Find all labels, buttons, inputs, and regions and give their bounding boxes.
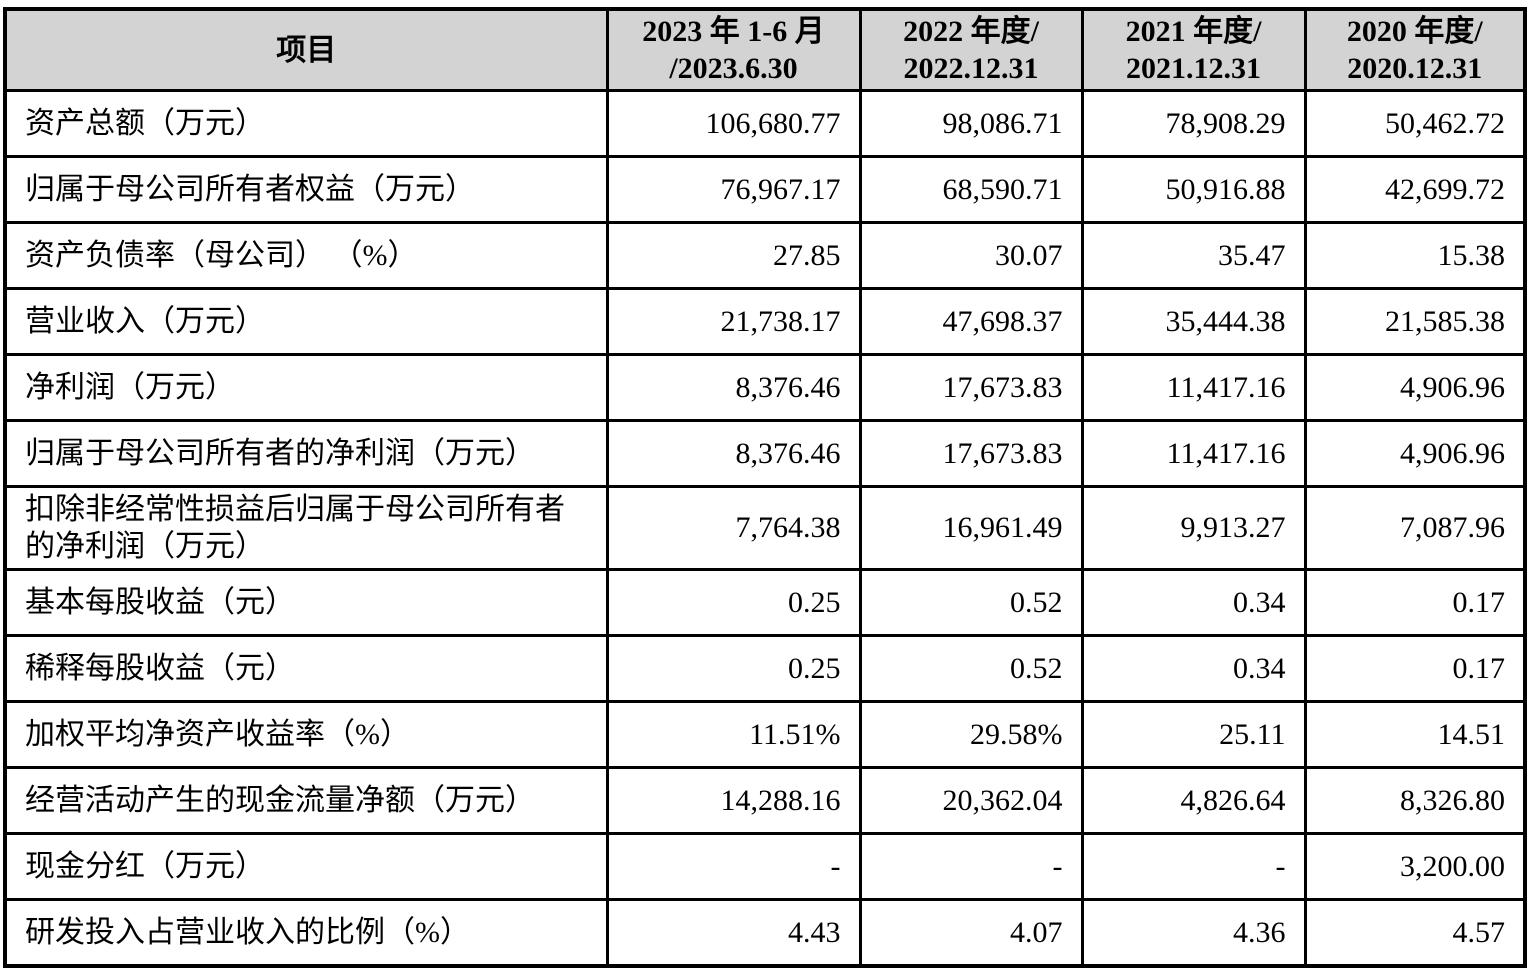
value-cell: 4,906.96 — [1303, 419, 1527, 488]
value-cell: 0.34 — [1080, 634, 1307, 703]
value-cell: 106,680.77 — [605, 89, 862, 158]
value-cell: 7,087.96 — [1303, 485, 1527, 571]
row-label-cell: 经营活动产生的现金流量净额（万元） — [3, 766, 609, 835]
value-cell: - — [858, 832, 1084, 901]
row-label-cell: 稀释每股收益（元） — [3, 634, 609, 703]
header-period-line2: /2023.6.30 — [669, 52, 798, 85]
table-row-debt-ratio: 资产负债率（母公司） （%） 27.85 30.07 35.47 15.38 — [3, 221, 1527, 290]
financial-summary-table-wrap: 项目 2023 年 1-6 月 /2023.6.30 2022 年度/ 2022… — [3, 7, 1527, 968]
value-cell: 4,826.64 — [1080, 766, 1307, 835]
value-cell: 3,200.00 — [1303, 832, 1527, 901]
value-cell: 50,462.72 — [1303, 89, 1527, 158]
value-cell: 21,738.17 — [605, 287, 862, 356]
value-cell: 35.47 — [1080, 221, 1307, 290]
table-row-basic-eps: 基本每股收益（元） 0.25 0.52 0.34 0.17 — [3, 568, 1527, 637]
table-row-net-profit: 净利润（万元） 8,376.46 17,673.83 11,417.16 4,9… — [3, 353, 1527, 422]
value-cell: 42,699.72 — [1303, 155, 1527, 224]
value-cell: - — [605, 832, 862, 901]
value-cell: 0.25 — [605, 568, 862, 637]
row-label-cell: 资产负债率（母公司） （%） — [3, 221, 609, 290]
table-row-diluted-eps: 稀释每股收益（元） 0.25 0.52 0.34 0.17 — [3, 634, 1527, 703]
value-cell: 0.17 — [1303, 568, 1527, 637]
value-cell: 7,764.38 — [605, 485, 862, 571]
value-cell: 16,961.49 — [858, 485, 1084, 571]
value-cell: 30.07 — [858, 221, 1084, 290]
header-period-line2: 2021.12.31 — [1126, 52, 1261, 85]
value-cell: 11,417.16 — [1080, 353, 1307, 422]
header-period-line2: 2022.12.31 — [903, 52, 1039, 85]
row-label-cell: 现金分红（万元） — [3, 832, 609, 901]
row-label-cell: 扣除非经常性损益后归属于母公司所有者的净利润（万元） — [3, 485, 609, 571]
header-period-line1: 2023 年 1-6 月 — [642, 15, 825, 48]
value-cell: 0.25 — [605, 634, 862, 703]
value-cell: 4.43 — [605, 898, 862, 968]
row-label-cell: 归属于母公司所有者权益（万元） — [3, 155, 609, 224]
row-label-cell: 资产总额（万元） — [3, 89, 609, 158]
value-cell: 0.34 — [1080, 568, 1307, 637]
value-cell: 25.11 — [1080, 700, 1307, 769]
table-row-revenue: 营业收入（万元） 21,738.17 47,698.37 35,444.38 2… — [3, 287, 1527, 356]
value-cell: 68,590.71 — [858, 155, 1084, 224]
value-cell: 76,967.17 — [605, 155, 862, 224]
value-cell: 8,326.80 — [1303, 766, 1527, 835]
value-cell: 9,913.27 — [1080, 485, 1307, 571]
value-cell: 21,585.38 — [1303, 287, 1527, 356]
value-cell: 17,673.83 — [858, 419, 1084, 488]
row-label-cell: 加权平均净资产收益率（%） — [3, 700, 609, 769]
header-period-line1: 2022 年度/ — [903, 15, 1039, 48]
value-cell: 0.52 — [858, 568, 1084, 637]
header-item-label: 项目 — [3, 7, 609, 92]
value-cell: 4,906.96 — [1303, 353, 1527, 422]
value-cell: 0.52 — [858, 634, 1084, 703]
value-cell: 4.57 — [1303, 898, 1527, 968]
value-cell: 98,086.71 — [858, 89, 1084, 158]
value-cell: 14.51 — [1303, 700, 1527, 769]
header-period-2023: 2023 年 1-6 月 /2023.6.30 — [605, 7, 862, 92]
value-cell: 29.58% — [858, 700, 1084, 769]
value-cell: 27.85 — [605, 221, 862, 290]
value-cell: 78,908.29 — [1080, 89, 1307, 158]
header-period-2020: 2020 年度/ 2020.12.31 — [1303, 7, 1527, 92]
value-cell: 8,376.46 — [605, 353, 862, 422]
value-cell: 8,376.46 — [605, 419, 862, 488]
value-cell: - — [1080, 832, 1307, 901]
value-cell: 11,417.16 — [1080, 419, 1307, 488]
value-cell: 50,916.88 — [1080, 155, 1307, 224]
table-row-parent-net-profit: 归属于母公司所有者的净利润（万元） 8,376.46 17,673.83 11,… — [3, 419, 1527, 488]
table-row-weighted-roe: 加权平均净资产收益率（%） 11.51% 29.58% 25.11 14.51 — [3, 700, 1527, 769]
row-label-cell: 归属于母公司所有者的净利润（万元） — [3, 419, 609, 488]
value-cell: 14,288.16 — [605, 766, 862, 835]
financial-summary-table: 项目 2023 年 1-6 月 /2023.6.30 2022 年度/ 2022… — [3, 7, 1527, 968]
header-period-2022: 2022 年度/ 2022.12.31 — [858, 7, 1084, 92]
header-row: 项目 2023 年 1-6 月 /2023.6.30 2022 年度/ 2022… — [3, 7, 1527, 92]
table-row-rd-ratio: 研发投入占营业收入的比例（%） 4.43 4.07 4.36 4.57 — [3, 898, 1527, 968]
value-cell: 35,444.38 — [1080, 287, 1307, 356]
header-period-2021: 2021 年度/ 2021.12.31 — [1080, 7, 1307, 92]
row-label-cell: 净利润（万元） — [3, 353, 609, 422]
header-period-line2: 2020.12.31 — [1347, 52, 1483, 85]
header-period-line1: 2021 年度/ — [1125, 15, 1262, 48]
value-cell: 17,673.83 — [858, 353, 1084, 422]
value-cell: 11.51% — [605, 700, 862, 769]
value-cell: 15.38 — [1303, 221, 1527, 290]
row-label-cell: 基本每股收益（元） — [3, 568, 609, 637]
table-row-cash-dividend: 现金分红（万元） - - - 3,200.00 — [3, 832, 1527, 901]
table-row-operating-cash-flow: 经营活动产生的现金流量净额（万元） 14,288.16 20,362.04 4,… — [3, 766, 1527, 835]
value-cell: 4.36 — [1080, 898, 1307, 968]
table-row-total-assets: 资产总额（万元） 106,680.77 98,086.71 78,908.29 … — [3, 89, 1527, 158]
row-label-cell: 营业收入（万元） — [3, 287, 609, 356]
value-cell: 0.17 — [1303, 634, 1527, 703]
table-row-parent-equity: 归属于母公司所有者权益（万元） 76,967.17 68,590.71 50,9… — [3, 155, 1527, 224]
table-row-deducted-net-profit: 扣除非经常性损益后归属于母公司所有者的净利润（万元） 7,764.38 16,9… — [3, 485, 1527, 571]
value-cell: 4.07 — [858, 898, 1084, 968]
header-period-line1: 2020 年度/ — [1346, 15, 1483, 48]
row-label-cell: 研发投入占营业收入的比例（%） — [3, 898, 609, 968]
value-cell: 20,362.04 — [858, 766, 1084, 835]
value-cell: 47,698.37 — [858, 287, 1084, 356]
